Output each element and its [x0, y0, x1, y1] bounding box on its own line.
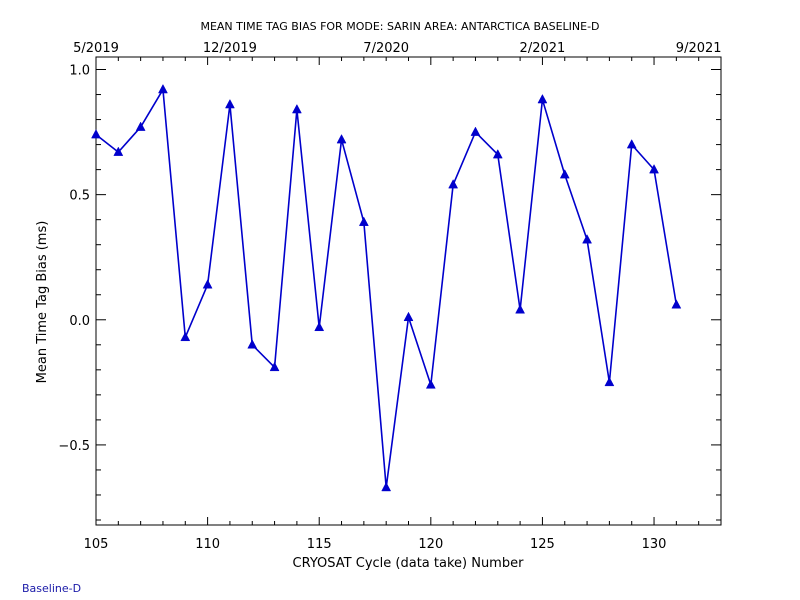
data-series — [91, 84, 682, 492]
y-tick-label: 1.0 — [69, 64, 90, 79]
y-tick-label: −0.5 — [58, 439, 90, 454]
top-axis-date-label: 12/2019 — [203, 41, 257, 56]
x-tick-label: 125 — [530, 537, 555, 552]
chart-title: MEAN TIME TAG BIAS FOR MODE: SARIN AREA:… — [200, 20, 599, 33]
data-point-marker — [202, 279, 213, 289]
data-point-marker — [425, 379, 436, 389]
data-point-marker — [225, 99, 235, 109]
x-tick-label: 110 — [195, 537, 220, 552]
series-line — [95, 88, 678, 489]
y-tick-label: 0.5 — [69, 189, 90, 204]
y-tick-label: 0.0 — [69, 314, 90, 329]
data-point-marker — [671, 299, 682, 309]
data-point-marker — [291, 104, 302, 114]
data-point-marker — [492, 149, 503, 159]
data-point-marker — [626, 139, 637, 149]
data-point-marker — [515, 304, 526, 314]
data-point-marker — [604, 376, 615, 387]
data-point-marker — [582, 234, 592, 244]
data-point-marker — [269, 361, 280, 372]
data-point-marker — [358, 216, 369, 226]
data-point-marker — [135, 121, 146, 131]
data-point-marker — [448, 179, 459, 189]
data-point-marker — [314, 321, 325, 332]
top-axis-date-label: 5/2019 — [73, 41, 119, 56]
y-axis-label: Mean Time Tag Bias (ms) — [35, 221, 50, 384]
top-axis-date-label: 2/2021 — [520, 41, 566, 56]
data-point-marker — [113, 146, 124, 156]
data-point-marker — [649, 164, 659, 174]
plot-frame — [95, 56, 722, 526]
x-axis-label: CRYOSAT Cycle (data take) Number — [293, 556, 525, 571]
x-tick-label: 115 — [307, 537, 332, 552]
data-point-marker — [537, 94, 548, 104]
data-point-marker — [247, 339, 258, 349]
data-point-marker — [336, 134, 347, 144]
footer-label: Baseline-D — [22, 582, 82, 595]
top-axis-labels: 5/2019 12/2019 7/2020 2/2021 9/2021 — [73, 41, 721, 56]
x-tick-label: 105 — [84, 537, 109, 552]
data-point-marker — [559, 169, 570, 179]
data-point-marker — [381, 481, 392, 492]
data-point-marker — [470, 126, 481, 136]
x-tick-label: 120 — [418, 537, 443, 552]
data-point-marker — [180, 331, 191, 342]
data-point-marker — [403, 311, 414, 322]
y-axis: −0.5 0.0 0.5 1.0 — [58, 64, 721, 521]
top-axis-date-label: 9/2021 — [676, 41, 722, 56]
x-tick-label: 130 — [642, 537, 667, 552]
top-axis-date-label: 7/2020 — [363, 41, 409, 56]
data-point-marker — [158, 84, 168, 94]
x-axis: 105 110 115 120 125 130 — [84, 57, 722, 552]
data-point-marker — [91, 129, 101, 139]
